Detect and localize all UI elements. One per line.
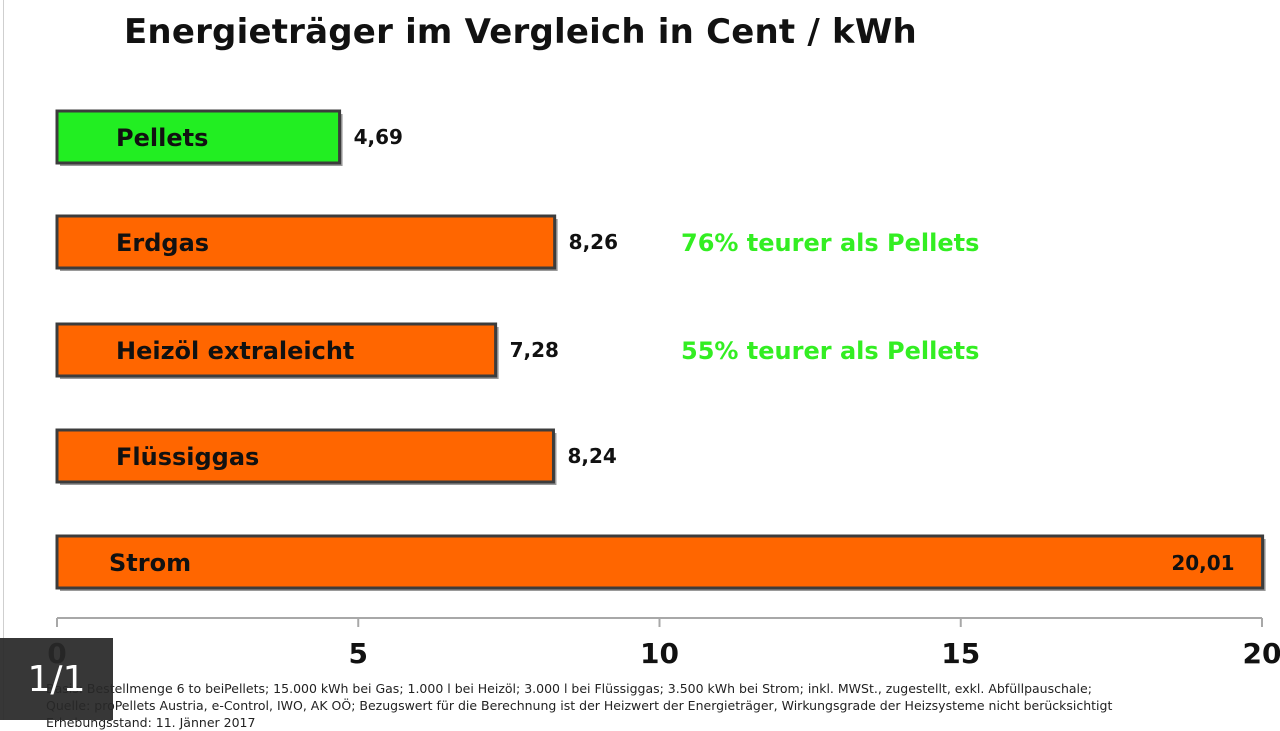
bar-erdgas bbox=[55, 214, 557, 270]
bar-label-erdgas: Erdgas bbox=[116, 229, 209, 257]
annotation-heiz-l-extraleicht: 55% teurer als Pellets bbox=[681, 337, 979, 365]
bar-fl-ssiggas bbox=[55, 428, 555, 484]
footnote-date: Erhebungsstand: 11. Jänner 2017 bbox=[46, 715, 256, 730]
footnote-source: Quelle: proPellets Austria, e-Control, I… bbox=[46, 698, 1113, 713]
x-tick-label-10: 10 bbox=[640, 637, 679, 670]
bar-strom bbox=[55, 534, 1265, 590]
x-tick-label-20: 20 bbox=[1243, 637, 1280, 670]
value-label-pellets: 4,69 bbox=[354, 125, 403, 149]
footnotes: Basis: Bestellmenge 6 to beiPellets; 15.… bbox=[46, 680, 1280, 731]
frame-border bbox=[3, 0, 4, 720]
value-label-fl-ssiggas: 8,24 bbox=[567, 444, 616, 468]
bar-label-heiz-l-extraleicht: Heizöl extraleicht bbox=[116, 337, 354, 365]
chart-title: Energieträger im Vergleich in Cent / kWh bbox=[124, 12, 917, 52]
annotation-erdgas: 76% teurer als Pellets bbox=[681, 229, 979, 257]
value-label-strom: 20,01 bbox=[1171, 551, 1234, 575]
bar-label-fl-ssiggas: Flüssiggas bbox=[116, 443, 259, 471]
x-tick-label-15: 15 bbox=[941, 637, 980, 670]
bar-heiz-l-extraleicht bbox=[55, 322, 498, 378]
bar-pellets bbox=[55, 109, 342, 165]
page-indicator[interactable]: 1/1 bbox=[0, 638, 113, 720]
value-label-heiz-l-extraleicht: 7,28 bbox=[510, 338, 559, 362]
value-label-erdgas: 8,26 bbox=[569, 230, 618, 254]
bar-label-pellets: Pellets bbox=[116, 124, 208, 152]
bar-label-strom: Strom bbox=[109, 549, 191, 577]
x-tick-label-5: 5 bbox=[349, 637, 368, 670]
footnote-basis: Basis: Bestellmenge 6 to beiPellets; 15.… bbox=[46, 681, 1092, 696]
